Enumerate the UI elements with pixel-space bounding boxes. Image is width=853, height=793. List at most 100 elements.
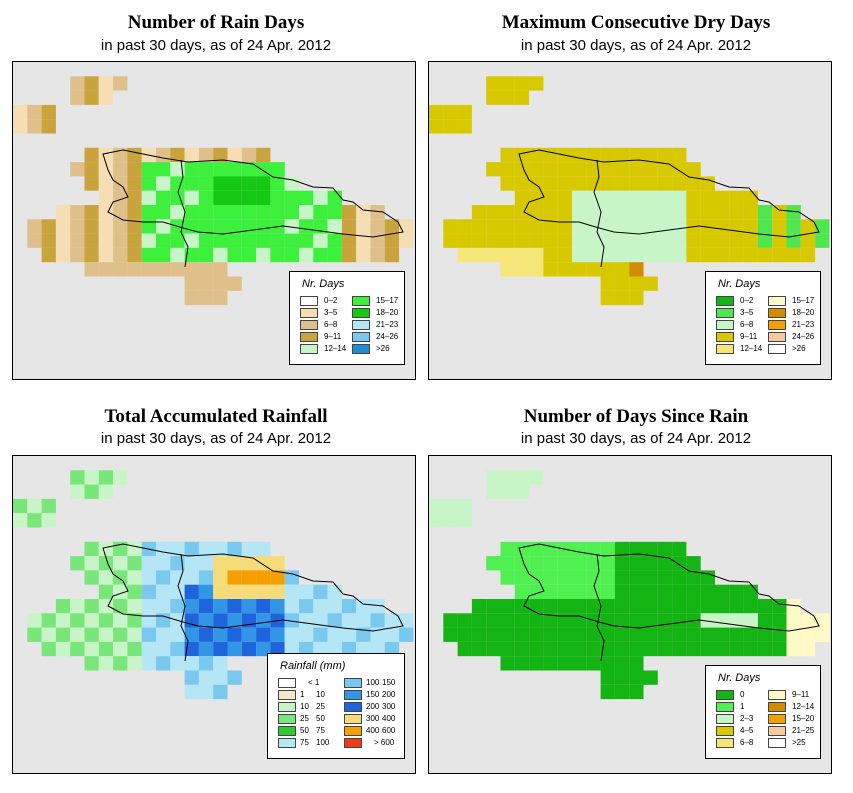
grid-cell	[41, 104, 56, 120]
grid-cell	[672, 233, 687, 248]
grid-cell	[471, 599, 487, 614]
grid-cell	[156, 219, 171, 234]
grid-cell	[198, 262, 214, 277]
grid-cell	[529, 599, 544, 614]
grid-cell	[213, 190, 228, 205]
grid-cell	[700, 190, 715, 205]
legend-label: 12–14	[792, 702, 815, 711]
grid-cell	[299, 205, 314, 220]
grid-cell	[500, 627, 515, 642]
grid-cell	[600, 290, 615, 306]
grid-cell	[141, 176, 156, 191]
grid-cell	[500, 541, 515, 557]
grid-cell	[27, 627, 42, 642]
grid-cell	[41, 513, 56, 528]
grid-cell	[557, 613, 572, 628]
legend-swatch	[768, 726, 786, 736]
grid-cell	[443, 613, 458, 628]
country-border	[593, 553, 605, 662]
map-title-days-since-rain: Number of Days Since Rain	[523, 406, 749, 427]
grid-cell	[227, 162, 242, 177]
grid-cell	[729, 599, 744, 614]
grid-cell	[84, 570, 99, 585]
grid-cell	[227, 613, 242, 628]
grid-cell	[514, 656, 530, 671]
grid-cell	[686, 570, 701, 585]
grid-cell	[127, 205, 142, 220]
grid-cell	[743, 627, 758, 642]
grid-cell	[284, 176, 299, 191]
grid-cell	[227, 276, 242, 291]
grid-cell	[384, 627, 400, 642]
legend-swatch	[768, 308, 786, 318]
grid-cell	[586, 262, 601, 277]
grid-cell	[729, 233, 744, 248]
grid-cell	[657, 176, 673, 191]
grid-cell	[500, 262, 515, 277]
grid-cell	[256, 205, 271, 220]
grid-cell	[572, 205, 587, 220]
grid-cell	[13, 498, 28, 514]
grid-cell	[98, 541, 114, 557]
grid-cell	[370, 641, 385, 657]
legend-label-high: 300	[382, 702, 396, 711]
grid-cell	[657, 627, 673, 642]
grid-cell	[529, 656, 544, 671]
grid-cell	[156, 570, 171, 585]
grid-cell	[384, 219, 400, 234]
map-panel-days-since-rain: Nr. Days 0 1 2–3 4–5 6–8 9–11 12–14 15–20 21–25 >2…	[428, 455, 832, 774]
grid-cell	[98, 90, 114, 105]
grid-cell	[614, 584, 630, 599]
grid-cell	[672, 247, 687, 263]
grid-cell	[772, 205, 787, 220]
legend-label-low: 200	[366, 702, 380, 711]
grid-cell	[284, 190, 299, 205]
grid-cell	[757, 219, 773, 234]
grid-cell	[514, 627, 530, 642]
grid-cell	[429, 119, 444, 134]
grid-cell	[127, 219, 142, 234]
grid-cell	[356, 247, 371, 263]
grid-cell	[543, 247, 558, 263]
grid-cell	[600, 276, 615, 291]
legend-swatch	[300, 308, 318, 318]
legend-label: >26	[376, 344, 390, 353]
grid-cell	[84, 484, 99, 499]
grid-cell	[629, 599, 644, 614]
grid-cell	[313, 205, 328, 220]
grid-cell	[156, 205, 171, 220]
legend-label-high: 150	[382, 678, 396, 687]
grid-cell	[27, 233, 42, 248]
map-title-rain-days: Number of Rain Days	[127, 12, 305, 33]
grid-cell	[327, 599, 342, 614]
grid-cell	[686, 641, 701, 657]
grid-cell	[486, 613, 501, 628]
legend-swatch	[716, 738, 734, 748]
map-subtitle-days-since-rain: in past 30 days, as of 24 Apr. 2012	[520, 430, 752, 447]
grid-cell	[543, 570, 558, 585]
grid-cell	[98, 262, 114, 277]
grid-cell	[127, 262, 142, 277]
grid-cell	[241, 641, 257, 657]
grid-cell	[557, 584, 572, 599]
grid-cell	[170, 656, 185, 671]
legend-label: 24–26	[376, 332, 399, 341]
country-border	[593, 159, 605, 268]
grid-cell	[127, 584, 142, 599]
grid-cell	[184, 247, 199, 263]
grid-cell	[184, 290, 199, 306]
grid-cell	[514, 613, 530, 628]
grid-cell	[70, 641, 85, 657]
grid-cell	[500, 162, 515, 177]
grid-cell	[313, 233, 328, 248]
grid-cell	[184, 262, 199, 277]
grid-cell	[113, 190, 128, 205]
grid-cell	[529, 162, 544, 177]
grid-cell	[629, 247, 644, 263]
grid-cell	[572, 262, 587, 277]
grid-cell	[98, 584, 114, 599]
grid-cell	[543, 613, 558, 628]
grid-cell	[156, 147, 171, 163]
grid-cell	[500, 556, 515, 571]
grid-cell	[643, 233, 658, 248]
